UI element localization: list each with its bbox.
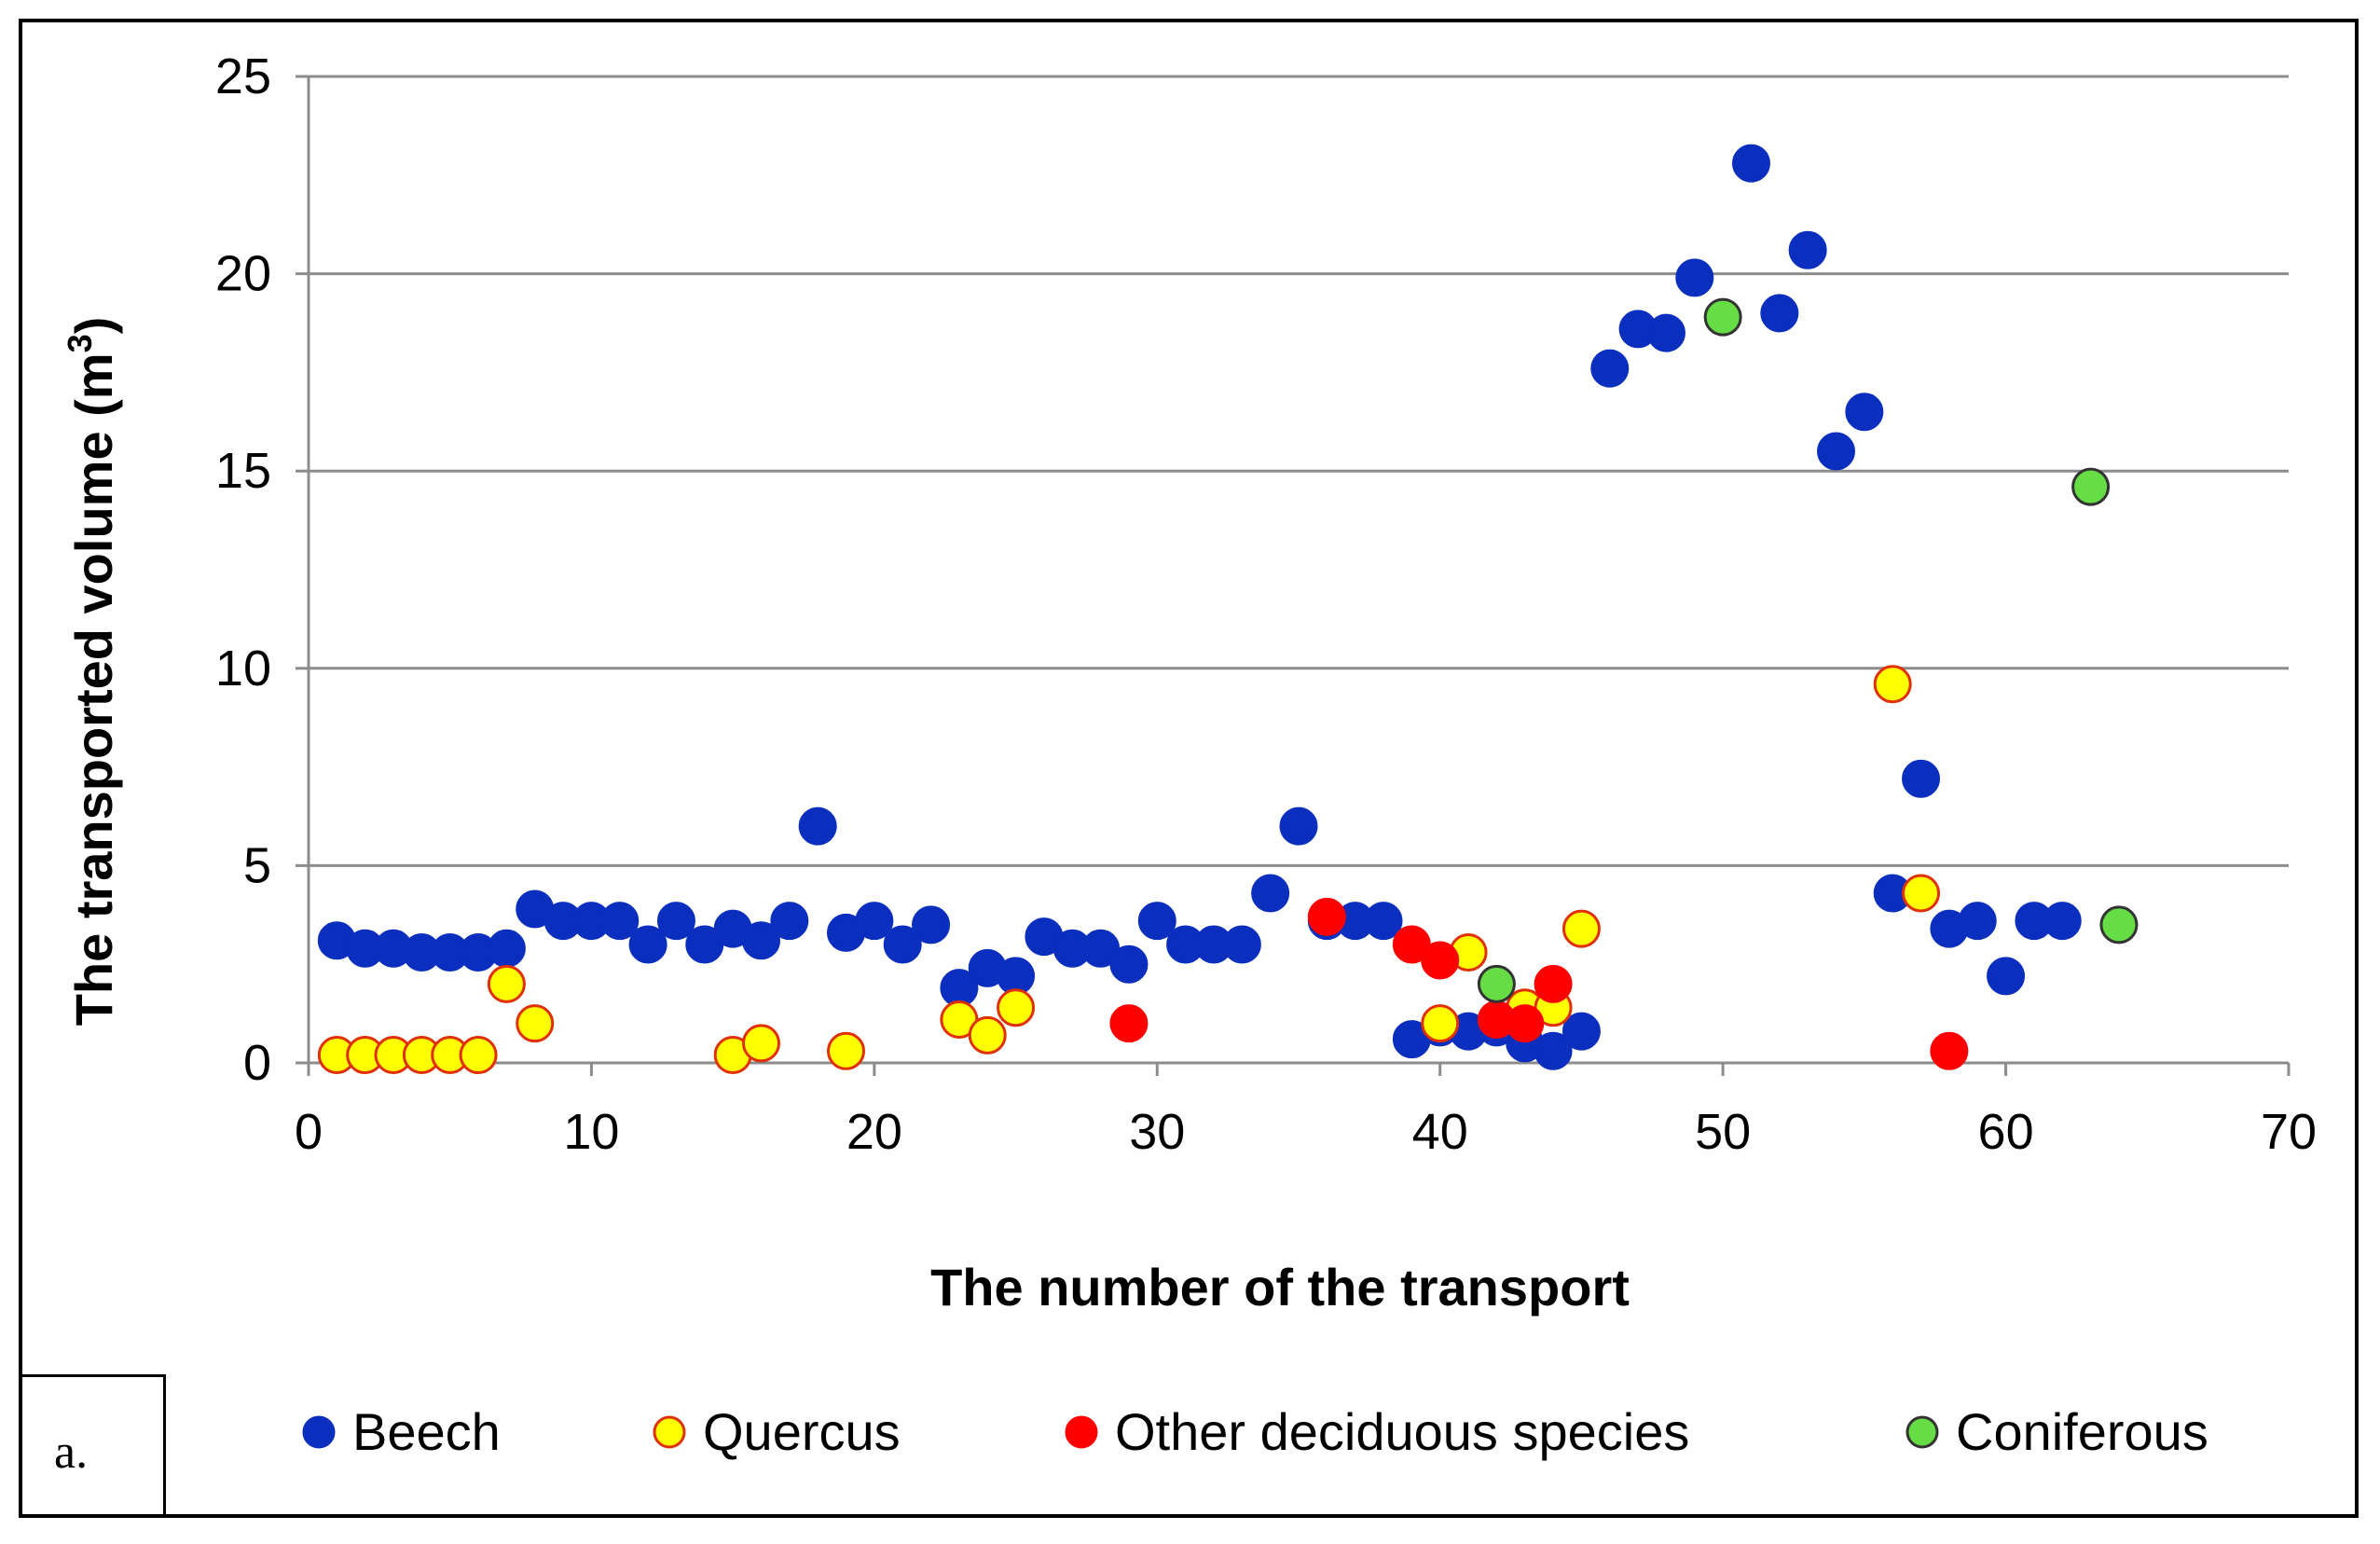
beech-point: [1675, 258, 1714, 297]
beech-point: [1845, 393, 1884, 432]
beech-point: [1902, 759, 1941, 798]
legend-label-quercus: Quercus: [703, 1402, 901, 1461]
beech-point: [912, 905, 951, 944]
other-deciduous-species-point: [1307, 897, 1346, 936]
other-deciduous-species-point: [1421, 941, 1460, 980]
y-axis-title-close: ): [64, 317, 123, 335]
x-tick-label: 60: [1978, 1104, 2034, 1160]
coniferous-point: [1703, 297, 1742, 337]
beech-point: [770, 902, 809, 941]
beech-point: [1987, 957, 2026, 996]
beech-point: [487, 929, 526, 968]
legend-marker-beech: [302, 1415, 336, 1449]
coniferous-point: [2071, 467, 2111, 506]
beech-point: [1958, 902, 1997, 941]
beech-point: [1561, 1012, 1601, 1051]
y-axis-title-superscript: 3: [61, 334, 99, 352]
beech-point: [1534, 1031, 1573, 1070]
legend-item-quercus: Quercus: [653, 1402, 901, 1461]
x-tick-label: 20: [846, 1104, 902, 1160]
beech-point: [798, 806, 837, 846]
legend-marker-other-deciduous-species: [1065, 1415, 1098, 1449]
beech-point: [1760, 294, 1799, 333]
x-tick-label: 10: [563, 1104, 619, 1160]
quercus-point: [1873, 665, 1912, 704]
quercus-point: [487, 964, 526, 1003]
quercus-point: [1561, 909, 1601, 948]
x-axis-title: The number of the transport: [930, 1258, 1630, 1317]
beech-point: [1590, 349, 1630, 388]
beech-point: [600, 902, 640, 941]
other-deciduous-species-point: [1930, 1031, 1969, 1070]
beech-point: [2043, 902, 2082, 941]
legend-item-beech: Beech: [302, 1402, 501, 1461]
other-deciduous-species-point: [1506, 1004, 1545, 1043]
y-axis-title-main: The transported volume (m: [64, 352, 123, 1026]
legend: Beech Quercus Other deciduous species Conif…: [302, 1402, 2208, 1461]
y-tick-label: 10: [215, 641, 271, 696]
quercus-point: [1421, 1004, 1460, 1043]
beech-point: [1251, 874, 1290, 913]
other-deciduous-species-point: [1109, 1004, 1149, 1043]
tick-labels: 0 5 10 15 20 25 0 10 20 30 40 50 60 70: [215, 48, 2317, 1160]
quercus-point: [459, 1036, 498, 1075]
other-deciduous-species-point: [1534, 964, 1573, 1003]
panel-label: a.: [54, 1426, 89, 1479]
legend-marker-coniferous: [1905, 1415, 1939, 1449]
quercus-point: [997, 988, 1036, 1027]
x-tick-label: 70: [2261, 1104, 2317, 1160]
beech-point: [741, 921, 780, 960]
quercus-point: [516, 1004, 555, 1043]
quercus-point: [827, 1031, 866, 1070]
x-tick-label: 30: [1129, 1104, 1185, 1160]
beech-point: [1279, 806, 1318, 846]
y-tick-label: 5: [243, 837, 271, 893]
legend-label-other-deciduous-species: Other deciduous species: [1115, 1402, 1689, 1461]
legend-marker-quercus: [653, 1415, 686, 1449]
panel-label-box: [19, 1374, 166, 1518]
beech-point: [628, 925, 667, 964]
y-tick-label: 20: [215, 246, 271, 302]
legend-item-coniferous: Coniferous: [1905, 1402, 2208, 1461]
series-beech: [317, 144, 2082, 1070]
quercus-point: [968, 1015, 1007, 1055]
y-axis-title: The transported volume (m3): [61, 317, 123, 1027]
gridlines: [309, 75, 2289, 867]
beech-point: [1731, 144, 1770, 183]
y-tick-label: 15: [215, 443, 271, 499]
beech-point: [1364, 902, 1403, 941]
legend-item-other-deciduous-species: Other deciduous species: [1065, 1402, 1689, 1461]
legend-label-beech: Beech: [352, 1402, 501, 1461]
beech-point: [883, 925, 922, 964]
coniferous-point: [2099, 905, 2139, 944]
x-tick-label: 50: [1695, 1104, 1751, 1160]
data-points: [317, 144, 2139, 1075]
y-tick-label: 25: [215, 48, 271, 104]
y-tick-label: 0: [243, 1035, 271, 1091]
series-other-deciduous-species: [1109, 897, 1969, 1070]
beech-point: [997, 957, 1036, 996]
beech-point: [1137, 902, 1176, 941]
beech-point: [656, 902, 695, 941]
x-tick-label: 40: [1412, 1104, 1468, 1160]
beech-point: [855, 902, 894, 941]
x-tick-label: 0: [295, 1104, 323, 1160]
beech-point: [1817, 432, 1856, 471]
beech-point: [1646, 313, 1685, 352]
quercus-point: [1902, 874, 1941, 913]
series-quercus: [317, 665, 1941, 1075]
chart-frame: [19, 19, 2359, 1518]
beech-point: [1788, 230, 1827, 269]
legend-label-coniferous: Coniferous: [1956, 1402, 2208, 1461]
series-coniferous: [1477, 297, 2139, 1003]
quercus-point: [741, 1024, 780, 1063]
beech-point: [1222, 925, 1261, 964]
beech-point: [1109, 944, 1149, 984]
coniferous-point: [1477, 964, 1516, 1003]
